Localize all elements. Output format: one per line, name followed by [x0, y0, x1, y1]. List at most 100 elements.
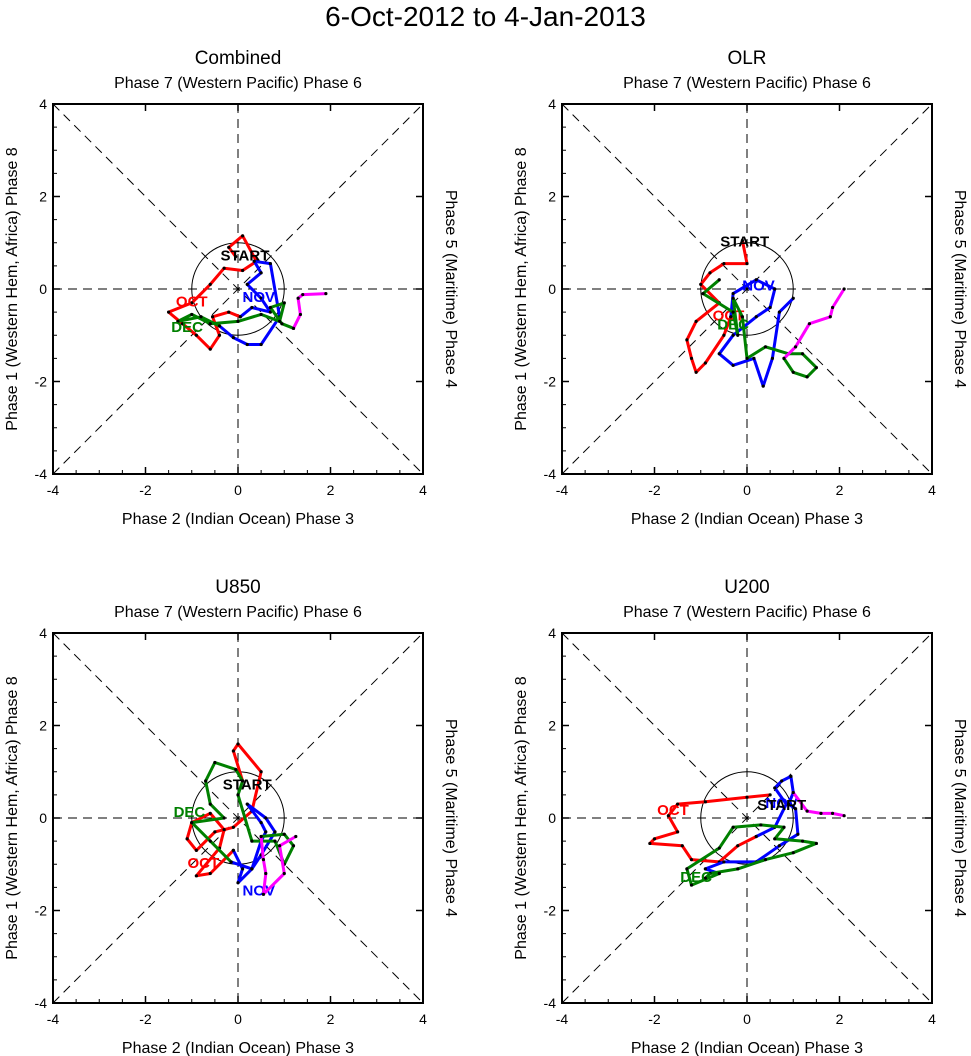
- y-tick-label: 2: [548, 189, 556, 205]
- x-tick-label: 4: [419, 1011, 427, 1027]
- day-marker: [717, 846, 721, 850]
- month-label-dec: DEC: [680, 869, 712, 886]
- day-marker: [731, 296, 735, 300]
- y-tick-label: -2: [35, 903, 48, 919]
- day-marker: [717, 871, 721, 876]
- panel-title: Combined: [195, 48, 282, 69]
- y-tick-label: 4: [548, 96, 556, 112]
- day-marker: [830, 305, 835, 310]
- y-tick-label: 0: [548, 810, 556, 826]
- day-marker: [250, 305, 254, 310]
- day-marker: [754, 278, 758, 282]
- day-marker: [676, 802, 680, 806]
- y-tick-label: 0: [39, 810, 47, 826]
- series-line-jan: [782, 288, 846, 360]
- day-marker: [703, 361, 707, 365]
- unit-circle: [700, 242, 794, 336]
- day-marker: [282, 832, 286, 836]
- x-tick-label: 0: [234, 1011, 242, 1027]
- day-marker: [213, 760, 217, 765]
- day-marker: [722, 860, 726, 864]
- x-axis-label: Phase 2 (Indian Ocean) Phase 3: [631, 1040, 863, 1056]
- x-tick-label: 0: [743, 482, 751, 498]
- y-tick-label: 4: [39, 625, 47, 641]
- month-label-nov: NOV: [742, 277, 775, 294]
- day-marker: [231, 335, 235, 340]
- x-tick-label: 4: [928, 482, 936, 498]
- panel-combined: Combined Phase 7 (Western Pacific) Phase …: [4, 48, 459, 528]
- series-line-nov: [717, 278, 795, 388]
- day-marker: [699, 282, 703, 286]
- day-marker: [245, 282, 249, 286]
- month-label-oct: OCT: [176, 294, 208, 311]
- day-marker: [800, 839, 805, 843]
- day-marker: [208, 282, 212, 286]
- day-marker: [768, 793, 772, 797]
- day-marker: [782, 825, 786, 829]
- day-marker: [236, 319, 240, 323]
- top-axis-label: Phase 7 (Western Pacific) Phase 6: [623, 75, 871, 92]
- day-marker: [250, 839, 254, 843]
- day-marker: [773, 837, 777, 841]
- day-marker: [231, 825, 235, 829]
- day-marker: [819, 811, 823, 815]
- y-tick-label: -2: [544, 374, 557, 390]
- day-marker: [754, 315, 758, 319]
- day-marker: [296, 296, 300, 300]
- day-marker: [236, 742, 240, 746]
- day-marker: [259, 271, 263, 275]
- day-marker: [703, 867, 707, 871]
- day-marker: [234, 767, 238, 772]
- y-tick-label: -4: [544, 466, 557, 482]
- day-marker: [689, 858, 694, 862]
- start-label: START: [757, 797, 806, 814]
- month-label-dec: DEC: [717, 317, 749, 334]
- series-line-dec: [701, 278, 818, 379]
- y-axis-label: Phase 1 (Western Hem, Africa) Phase 8: [4, 676, 21, 959]
- right-axis-label: Phase 5 (Maritime) Phase 4: [951, 190, 968, 388]
- day-marker: [208, 871, 212, 876]
- x-tick-label: -2: [648, 482, 661, 498]
- month-label-nov: NOV: [243, 883, 276, 900]
- day-marker: [842, 287, 846, 291]
- day-marker: [791, 851, 795, 855]
- x-axis-label: Phase 2 (Indian Ocean) Phase 3: [122, 1040, 354, 1056]
- day-marker: [768, 305, 772, 310]
- day-marker: [717, 352, 721, 356]
- day-marker: [648, 841, 652, 846]
- day-marker: [259, 312, 263, 317]
- day-marker: [282, 301, 286, 305]
- day-marker: [793, 345, 798, 349]
- day-marker: [830, 811, 835, 815]
- day-marker: [685, 338, 689, 342]
- day-marker: [745, 261, 749, 266]
- day-marker: [708, 271, 712, 275]
- day-marker: [807, 322, 812, 326]
- day-marker: [745, 795, 749, 799]
- day-marker: [676, 830, 680, 834]
- y-tick-label: 0: [39, 281, 47, 297]
- month-label-nov: NOV: [243, 289, 276, 306]
- day-marker: [793, 807, 798, 811]
- day-marker: [294, 834, 298, 839]
- day-marker: [708, 871, 712, 876]
- x-tick-label: 4: [419, 482, 427, 498]
- day-marker: [773, 287, 777, 291]
- x-tick-label: 2: [836, 1011, 844, 1027]
- start-label: START: [220, 247, 269, 264]
- day-marker: [194, 333, 198, 337]
- day-marker: [282, 871, 286, 876]
- day-marker: [301, 292, 305, 297]
- y-tick-label: 2: [39, 189, 47, 205]
- day-marker: [259, 821, 263, 825]
- x-tick-label: 4: [928, 1011, 936, 1027]
- day-marker: [208, 802, 212, 806]
- x-tick-label: 2: [327, 482, 335, 498]
- day-marker: [278, 844, 282, 848]
- day-marker: [190, 312, 194, 317]
- x-tick-label: -4: [556, 1011, 569, 1027]
- series-line-oct: [167, 234, 258, 351]
- start-label: START: [720, 233, 769, 250]
- month-label-oct: OCT: [657, 802, 689, 819]
